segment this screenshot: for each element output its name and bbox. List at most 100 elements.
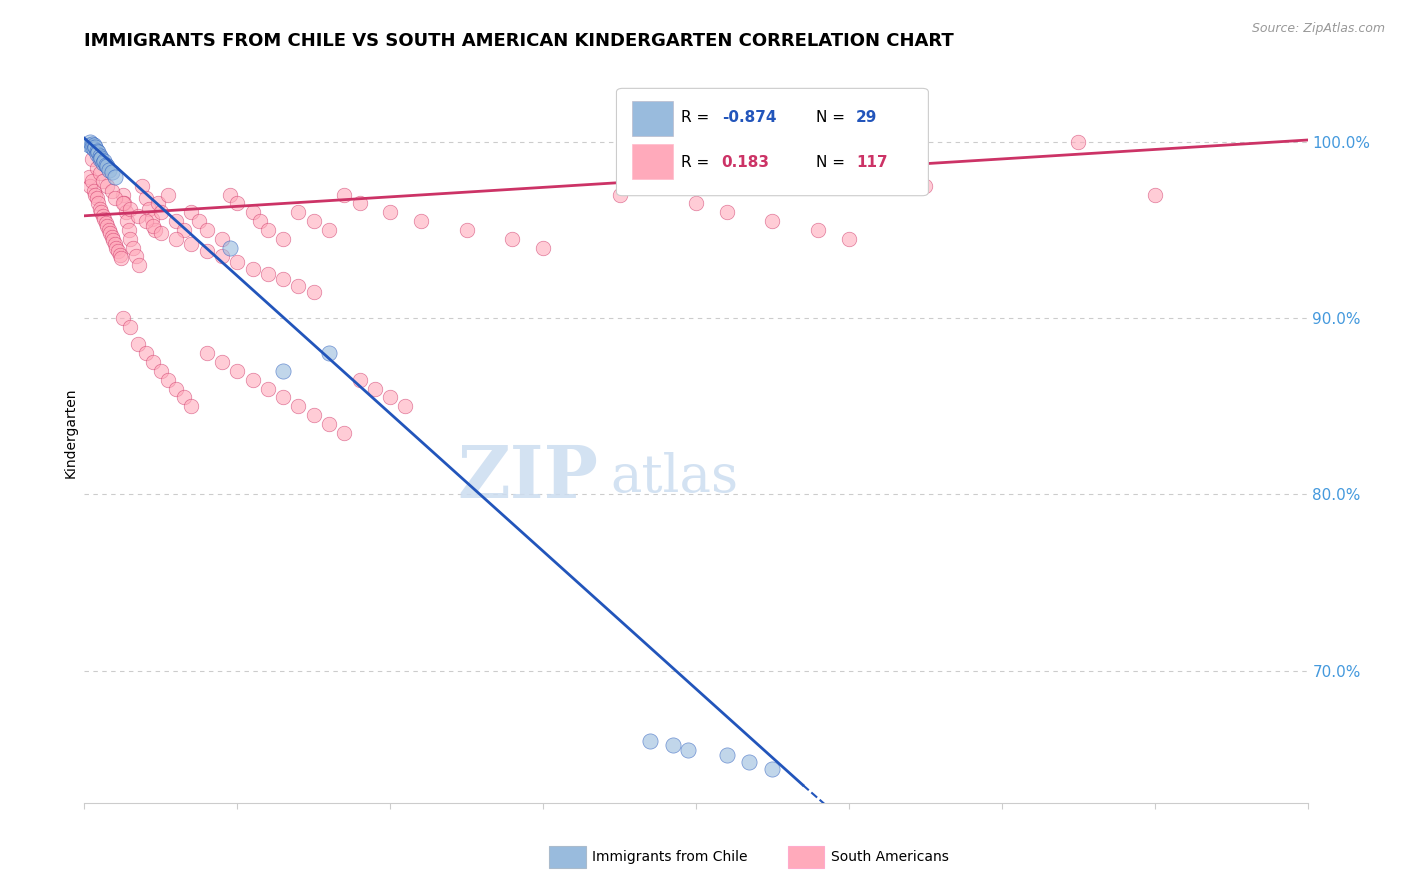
- Text: 0.183: 0.183: [721, 155, 769, 169]
- Point: [96, 160, 118, 174]
- Text: 29: 29: [856, 110, 877, 125]
- Point: [173, 223, 195, 237]
- Point: [86, 191, 108, 205]
- Point: [79, 135, 101, 149]
- Text: Immigrants from Chile: Immigrants from Chile: [592, 850, 748, 863]
- Point: [738, 756, 761, 770]
- Text: R =: R =: [682, 110, 714, 125]
- Point: [761, 214, 783, 228]
- Point: [105, 241, 128, 255]
- Text: 117: 117: [856, 155, 887, 169]
- Point: [211, 249, 233, 263]
- Point: [195, 346, 218, 360]
- Point: [380, 390, 402, 404]
- Point: [98, 227, 121, 241]
- Point: [84, 187, 107, 202]
- Point: [211, 232, 233, 246]
- Point: [249, 214, 271, 228]
- Point: [120, 319, 142, 334]
- Point: [807, 223, 830, 237]
- Point: [302, 408, 325, 422]
- Bar: [633, 144, 672, 179]
- Point: [180, 237, 202, 252]
- Point: [318, 417, 340, 431]
- Point: [218, 241, 240, 255]
- Point: [127, 337, 149, 351]
- Point: [142, 219, 165, 234]
- Point: [409, 214, 432, 228]
- Point: [302, 214, 325, 228]
- Point: [146, 196, 169, 211]
- Point: [257, 382, 280, 396]
- Point: [86, 147, 108, 161]
- Point: [90, 151, 112, 165]
- Point: [122, 241, 145, 255]
- Y-axis label: Kindergarten: Kindergarten: [63, 387, 77, 478]
- Text: atlas: atlas: [610, 451, 738, 502]
- Point: [349, 373, 371, 387]
- Point: [242, 373, 264, 387]
- Point: [662, 738, 685, 752]
- Text: IMMIGRANTS FROM CHILE VS SOUTH AMERICAN KINDERGARTEN CORRELATION CHART: IMMIGRANTS FROM CHILE VS SOUTH AMERICAN …: [84, 32, 955, 50]
- Point: [149, 227, 172, 241]
- Point: [104, 237, 127, 252]
- Point: [91, 209, 114, 223]
- Point: [685, 196, 707, 211]
- Point: [142, 355, 165, 369]
- Point: [77, 138, 100, 153]
- Point: [128, 258, 150, 272]
- Point: [287, 399, 309, 413]
- Point: [242, 205, 264, 219]
- Bar: [787, 846, 824, 868]
- Point: [302, 285, 325, 299]
- Point: [271, 272, 294, 286]
- Point: [394, 399, 416, 413]
- Point: [349, 196, 371, 211]
- Point: [157, 373, 180, 387]
- Point: [138, 202, 160, 216]
- Point: [502, 232, 524, 246]
- Point: [80, 136, 103, 151]
- Point: [188, 214, 211, 228]
- Point: [77, 169, 100, 184]
- Point: [87, 196, 110, 211]
- Point: [211, 355, 233, 369]
- Point: [111, 196, 134, 211]
- Point: [165, 382, 187, 396]
- Point: [86, 144, 108, 158]
- Point: [242, 261, 264, 276]
- Point: [149, 364, 172, 378]
- Point: [101, 165, 124, 179]
- Point: [87, 145, 110, 160]
- Point: [180, 205, 202, 219]
- Point: [80, 173, 103, 187]
- Point: [115, 214, 138, 228]
- Point: [761, 762, 783, 776]
- Point: [111, 311, 134, 326]
- Point: [91, 156, 114, 170]
- Point: [271, 232, 294, 246]
- Point: [96, 178, 118, 193]
- Point: [716, 205, 738, 219]
- Point: [90, 205, 112, 219]
- Point: [165, 214, 187, 228]
- Text: N =: N =: [815, 155, 849, 169]
- Point: [110, 251, 132, 265]
- Point: [380, 205, 402, 219]
- Point: [678, 743, 700, 757]
- Point: [120, 202, 142, 216]
- Text: R =: R =: [682, 155, 720, 169]
- Text: South Americans: South Americans: [831, 850, 949, 863]
- Point: [80, 140, 103, 154]
- Point: [149, 205, 172, 219]
- Point: [609, 187, 631, 202]
- Point: [114, 205, 136, 219]
- Point: [104, 169, 127, 184]
- Text: Source: ZipAtlas.com: Source: ZipAtlas.com: [1251, 22, 1385, 36]
- Point: [86, 161, 108, 176]
- Point: [287, 205, 309, 219]
- Point: [257, 267, 280, 281]
- Point: [218, 187, 240, 202]
- Point: [79, 178, 101, 193]
- Bar: [633, 101, 672, 136]
